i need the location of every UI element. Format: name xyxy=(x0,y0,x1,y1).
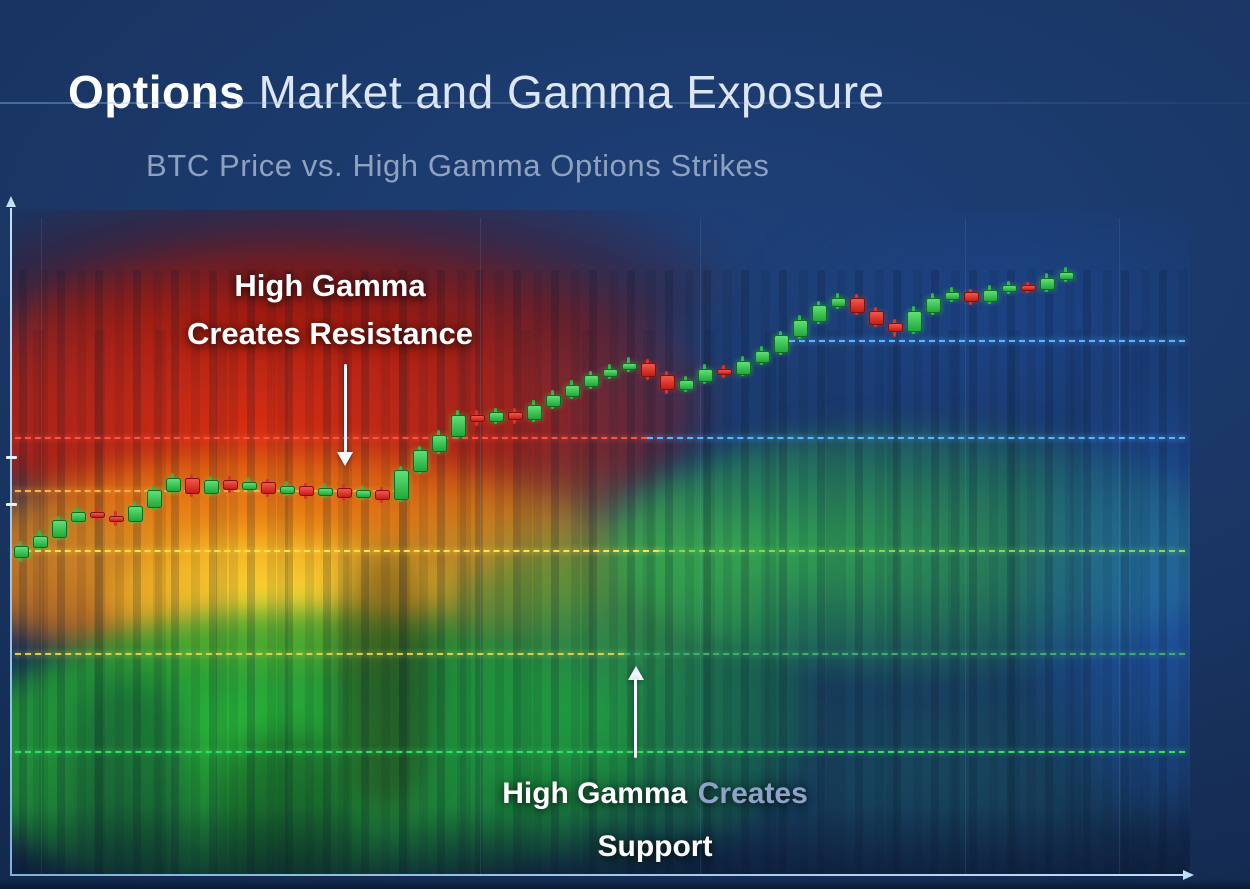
candle-down xyxy=(508,412,523,421)
resistance-annotation: High Gamma Creates Resistance xyxy=(150,262,510,358)
x-axis xyxy=(10,874,1184,876)
gamma-strike-level xyxy=(647,437,1186,440)
vertical-gridline xyxy=(700,218,702,874)
y-axis-tick xyxy=(6,503,17,507)
title-divider xyxy=(0,102,1250,104)
y-axis-tick xyxy=(6,456,17,460)
bottom-edge-shade xyxy=(0,879,1250,889)
support-annotation: High Gamma Creates Support xyxy=(440,768,870,873)
candle-up xyxy=(622,362,637,371)
gamma-strike-level xyxy=(659,550,1186,553)
candle-up xyxy=(33,535,48,548)
candle-up xyxy=(527,405,542,421)
page-title: Options Market and Gamma Exposure xyxy=(68,65,885,119)
candle-down xyxy=(641,362,656,378)
candle-down xyxy=(375,490,390,501)
candle-up xyxy=(52,520,67,538)
candle-down xyxy=(850,297,865,313)
candle-up xyxy=(907,310,922,332)
candle-down xyxy=(261,482,276,495)
gamma-strike-level xyxy=(788,339,1186,342)
heatmap-column-texture-2 xyxy=(10,330,1190,876)
support-annotation-white: High Gamma xyxy=(502,777,688,810)
candle-up xyxy=(71,512,86,523)
candle-down xyxy=(223,480,238,491)
candle-up xyxy=(489,412,504,423)
heat-dark-patch xyxy=(340,550,430,810)
gamma-strike-level xyxy=(14,652,624,655)
support-annotation-line1: High Gamma Creates xyxy=(440,768,870,821)
candle-up xyxy=(774,335,789,353)
plot-area xyxy=(6,196,1194,880)
candle-down xyxy=(964,291,979,302)
title-rest: Market and Gamma Exposure xyxy=(245,65,885,118)
candlestick-layer xyxy=(10,210,1190,876)
candle-down xyxy=(869,310,884,325)
vertical-gridline xyxy=(479,218,481,874)
candle-up xyxy=(14,545,29,559)
gamma-strike-level xyxy=(14,550,659,553)
gamma-strike-level xyxy=(14,437,648,440)
candle-down xyxy=(299,486,314,497)
candle-down xyxy=(337,488,352,499)
candle-up xyxy=(679,380,694,391)
candle-down xyxy=(470,415,485,423)
candle-up xyxy=(1002,285,1017,292)
candle-up xyxy=(584,375,599,388)
candle-down xyxy=(1021,285,1036,292)
arrow-down-icon xyxy=(337,452,353,466)
candle-up xyxy=(147,490,162,508)
candle-up xyxy=(926,297,941,313)
candle-up xyxy=(812,305,827,322)
candle-up xyxy=(698,368,713,383)
chart-subtitle: BTC Price vs. High Gamma Options Strikes xyxy=(146,147,770,183)
candle-up xyxy=(432,435,447,453)
y-axis xyxy=(10,208,12,876)
heatmap-bottom-fade xyxy=(10,806,1190,876)
candle-up xyxy=(755,350,770,363)
candle-up xyxy=(451,415,466,438)
candle-down xyxy=(185,478,200,495)
candle-up xyxy=(166,478,181,493)
gamma-heatmap xyxy=(10,210,1190,876)
candle-up xyxy=(1040,277,1055,290)
candle-up xyxy=(242,482,257,491)
candle-down xyxy=(109,515,124,523)
resistance-annotation-line2: Creates Resistance xyxy=(186,316,474,352)
title-bold: Options xyxy=(68,65,246,118)
candle-up xyxy=(565,385,580,398)
candle-up xyxy=(603,368,618,378)
y-axis-arrow-icon xyxy=(6,196,16,207)
resistance-annotation-line1: High Gamma xyxy=(234,268,426,303)
candle-up xyxy=(280,486,295,495)
gamma-strike-level xyxy=(14,750,1186,753)
support-arrow-line xyxy=(634,678,637,758)
candle-down xyxy=(660,375,675,391)
resistance-arrow-line xyxy=(344,364,347,454)
vertical-gridline xyxy=(1119,218,1121,874)
candle-up xyxy=(736,360,751,375)
candle-up xyxy=(831,297,846,308)
candle-up xyxy=(983,289,998,302)
candle-down xyxy=(90,512,105,519)
candle-up xyxy=(793,319,808,338)
heatmap-column-texture xyxy=(10,270,1190,876)
arrow-up-icon xyxy=(628,666,644,680)
candle-up xyxy=(413,450,428,473)
x-axis-arrow-icon xyxy=(1183,870,1194,880)
gamma-strike-level xyxy=(623,652,1186,655)
vertical-gridline xyxy=(964,218,966,874)
candle-up xyxy=(1059,271,1074,280)
candle-down xyxy=(888,322,903,332)
candle-up xyxy=(546,395,561,408)
candle-up xyxy=(204,480,219,495)
candle-down xyxy=(717,368,732,375)
support-annotation-line2: Support xyxy=(597,829,713,863)
candle-up xyxy=(318,488,333,497)
candle-up xyxy=(394,470,409,501)
candle-up xyxy=(945,291,960,300)
support-annotation-muted: Creates xyxy=(697,777,808,810)
candle-up xyxy=(356,490,371,499)
candle-up xyxy=(128,505,143,523)
